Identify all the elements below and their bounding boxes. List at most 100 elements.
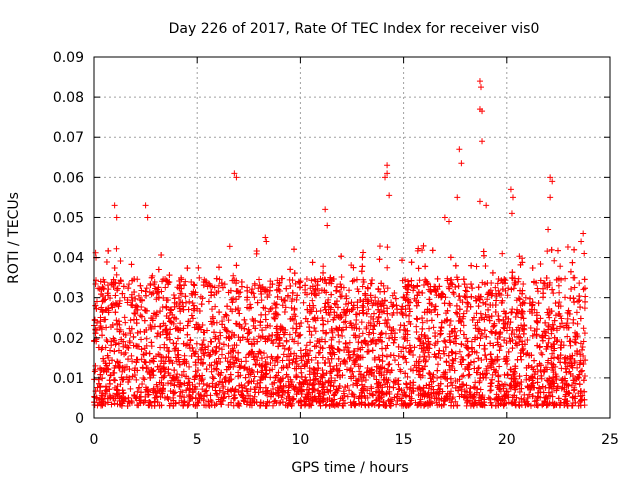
data-point: [413, 315, 420, 322]
data-point: [400, 294, 407, 301]
data-point: [175, 377, 182, 384]
data-point: [166, 372, 173, 379]
data-point: [186, 385, 193, 392]
data-point: [577, 368, 584, 375]
data-point: [562, 354, 569, 361]
data-point: [138, 346, 145, 353]
data-point: [92, 281, 99, 288]
data-point: [178, 290, 185, 297]
data-point: [503, 388, 510, 395]
data-point: [577, 304, 584, 311]
data-point: [236, 321, 243, 328]
data-point: [213, 343, 220, 350]
data-point: [553, 376, 560, 383]
data-point: [467, 385, 474, 392]
data-point: [180, 303, 187, 310]
data-point: [336, 324, 343, 331]
data-point: [355, 363, 362, 370]
data-point: [271, 379, 278, 386]
data-point: [296, 332, 303, 339]
data-point: [272, 315, 279, 322]
data-point: [276, 400, 283, 407]
data-point: [432, 306, 439, 313]
data-point: [352, 332, 359, 339]
data-point: [243, 388, 250, 395]
data-point: [508, 309, 515, 316]
data-point: [166, 358, 173, 365]
data-point: [571, 246, 578, 253]
data-point: [176, 285, 183, 292]
data-point: [319, 315, 326, 322]
data-point: [376, 401, 383, 408]
data-point: [288, 378, 295, 385]
data-point: [548, 355, 555, 362]
data-point: [227, 359, 234, 366]
data-point: [488, 313, 495, 320]
data-point: [572, 339, 579, 346]
data-point: [437, 354, 444, 361]
data-point: [515, 278, 522, 285]
data-point: [117, 381, 124, 388]
data-point: [146, 370, 153, 377]
data-point: [570, 295, 577, 302]
data-point: [549, 389, 556, 396]
data-point: [128, 352, 135, 359]
data-point: [565, 382, 572, 389]
data-point: [551, 401, 558, 408]
data-point: [370, 330, 377, 337]
data-point: [138, 287, 145, 294]
data-point: [575, 374, 582, 381]
data-point: [551, 334, 558, 341]
data-point: [94, 384, 101, 391]
data-point: [255, 389, 262, 396]
data-point: [334, 387, 341, 394]
data-point: [515, 324, 522, 331]
data-point: [392, 295, 399, 302]
data-point: [370, 392, 377, 399]
data-point: [469, 316, 476, 323]
data-point: [239, 334, 246, 341]
data-point: [109, 321, 116, 328]
data-point: [431, 351, 438, 358]
data-point: [236, 364, 243, 371]
data-point: [342, 301, 349, 308]
data-point: [538, 349, 545, 356]
data-point: [581, 373, 588, 380]
data-point: [185, 401, 192, 408]
data-point: [520, 280, 527, 287]
data-point: [426, 394, 433, 401]
data-point: [357, 373, 364, 380]
data-point: [456, 348, 463, 355]
data-point: [163, 331, 170, 338]
data-point: [171, 303, 178, 310]
data-point: [143, 342, 150, 349]
data-point: [400, 353, 407, 360]
data-point: [184, 265, 191, 272]
data-point: [384, 264, 391, 271]
data-point: [533, 317, 540, 324]
data-point: [417, 338, 424, 345]
data-point: [229, 354, 236, 361]
data-point: [425, 335, 432, 342]
data-point: [480, 374, 487, 381]
data-point: [513, 309, 520, 316]
data-point: [149, 357, 156, 364]
data-point: [93, 298, 100, 305]
data-point: [161, 341, 168, 348]
data-point: [563, 369, 570, 376]
data-point: [333, 287, 340, 294]
data-point: [233, 262, 240, 269]
data-point: [235, 373, 242, 380]
data-point: [183, 360, 190, 367]
data-point: [463, 307, 470, 314]
data-point: [390, 339, 397, 346]
data-point: [115, 347, 122, 354]
data-point: [297, 397, 304, 404]
data-point: [438, 319, 445, 326]
data-point: [548, 360, 555, 367]
data-point: [315, 349, 322, 356]
data-point: [177, 381, 184, 388]
data-point: [348, 299, 355, 306]
data-point: [514, 380, 521, 387]
